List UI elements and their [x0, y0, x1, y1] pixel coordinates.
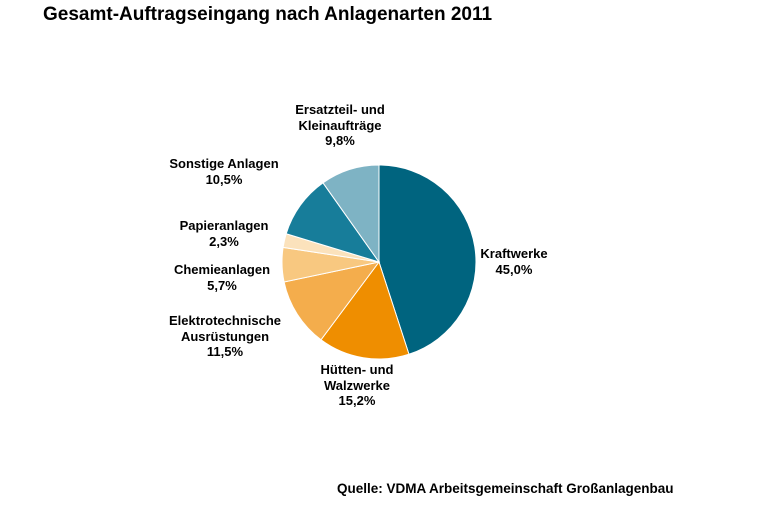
- value-label: 10,5%: [205, 171, 243, 187]
- value-label: 9,8%: [325, 133, 355, 148]
- label-line: Walzwerke: [323, 377, 390, 393]
- value-label: 11,5%: [206, 344, 244, 359]
- label-sonstige-anlagen: Sonstige Anlagen 10,5%: [169, 156, 278, 187]
- label-chemieanlagen: Chemieanlagen 5,7%: [174, 262, 270, 293]
- label-line: Kraftwerke: [480, 246, 548, 261]
- value-label: 2,3%: [209, 233, 239, 249]
- label-line: Ausrüstungen: [180, 328, 270, 344]
- label-elektrotechnische-ausruestungen: Elektrotechnische Ausrüstungen 11,5%: [169, 313, 281, 360]
- value-label: 45,0%: [495, 261, 533, 277]
- source-note: Quelle: VDMA Arbeitsgemeinschaft Großanl…: [337, 481, 674, 496]
- label-line: Ersatzteil- und: [295, 102, 385, 117]
- label-papieranlagen: Papieranlagen 2,3%: [180, 218, 269, 249]
- label-line: Papieranlagen: [179, 218, 269, 233]
- chart-title: Gesamt-Auftragseingang nach Anlagenarten…: [43, 4, 493, 25]
- label-kraftwerke: Kraftwerke 45,0%: [480, 246, 547, 277]
- label-line: Elektrotechnische: [169, 313, 281, 328]
- slice-elektrotechnische-ausruestungen: [283, 261, 381, 341]
- label-line: Sonstige Anlagen: [169, 156, 279, 171]
- value-label: 15,2%: [338, 393, 376, 408]
- label-huetten-und-walzwerke: Hütten- und Walzwerke 15,2%: [321, 362, 394, 409]
- pie-slices: [281, 164, 477, 360]
- slice-huetten-und-walzwerke: [320, 260, 410, 360]
- slice-ersatzteil-und-kleinauftraege: [322, 164, 380, 264]
- slice-kraftwerke: [378, 164, 477, 355]
- label-line: Kleinaufträge: [298, 117, 382, 133]
- value-label: 5,7%: [207, 277, 237, 293]
- label-line: Chemieanlagen: [173, 262, 271, 277]
- label-ersatzteil-und-kleinauftraege: Ersatzteil- und Kleinaufträge 9,8%: [295, 102, 385, 149]
- label-line: Hütten- und: [320, 362, 394, 377]
